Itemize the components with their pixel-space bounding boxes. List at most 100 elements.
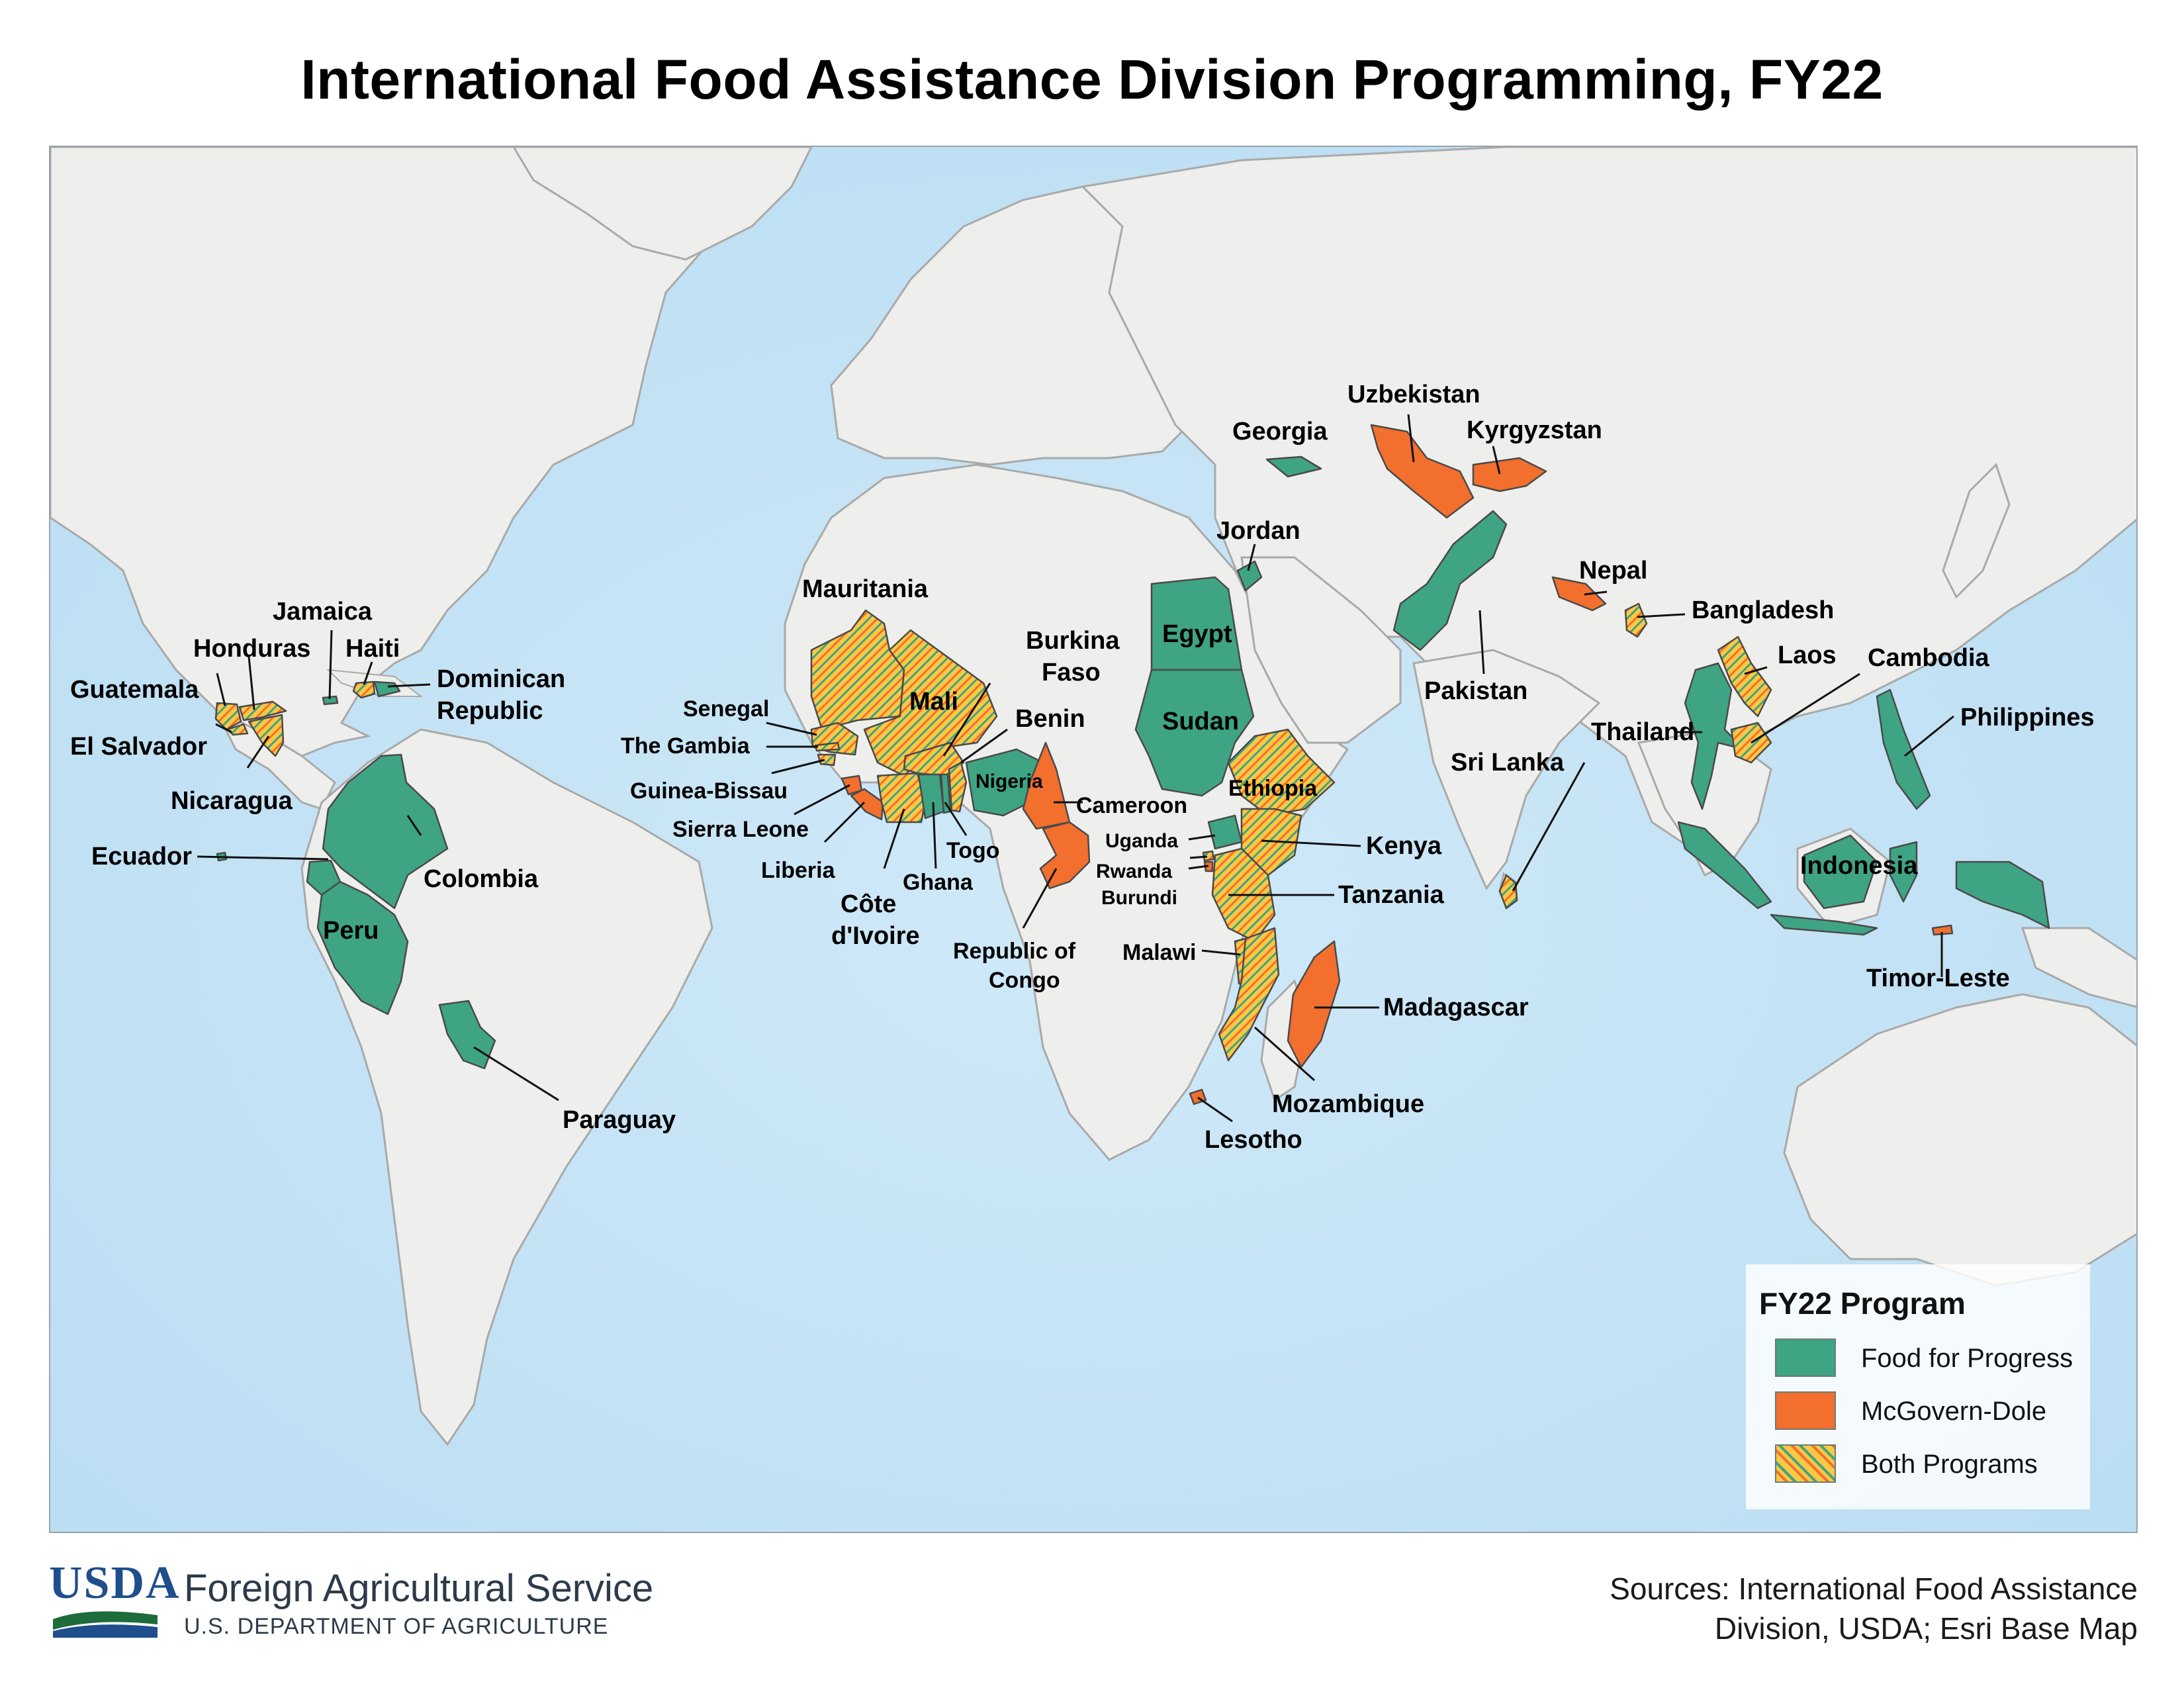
country-ethiopia[interactable] bbox=[1227, 728, 1336, 817]
label-uganda: Uganda bbox=[1105, 830, 1178, 852]
leader-jamaica bbox=[328, 630, 333, 700]
country-rwanda[interactable] bbox=[1202, 850, 1215, 862]
country-colombia[interactable] bbox=[322, 753, 449, 910]
label-congo-1: Republic of bbox=[953, 939, 1076, 964]
label-ghana: Ghana bbox=[903, 870, 974, 895]
country-egypt[interactable] bbox=[1150, 576, 1243, 671]
leader-paraguay bbox=[473, 1046, 559, 1102]
label-togo: Togo bbox=[946, 838, 1000, 863]
new-guinea-land bbox=[2021, 927, 2136, 1008]
country-bangladesh[interactable] bbox=[1624, 602, 1648, 638]
country-honduras[interactable] bbox=[238, 700, 287, 722]
country-madagascar[interactable] bbox=[1287, 940, 1341, 1068]
label-malawi: Malawi bbox=[1122, 940, 1196, 965]
leader-uganda bbox=[1188, 834, 1216, 841]
label-cote-1: Côte bbox=[841, 890, 896, 918]
country-indonesia-java[interactable] bbox=[1770, 914, 1878, 936]
country-sri-lanka[interactable] bbox=[1498, 874, 1518, 910]
label-el-salvador: El Salvador bbox=[70, 733, 207, 761]
label-paraguay: Paraguay bbox=[563, 1106, 676, 1134]
country-kyrgyzstan[interactable] bbox=[1472, 457, 1547, 492]
country-haiti[interactable] bbox=[352, 680, 376, 699]
label-philippines: Philippines bbox=[1960, 704, 2095, 731]
label-laos: Laos bbox=[1778, 641, 1837, 669]
leader-dominican bbox=[387, 683, 431, 688]
legend-swatch-both-programs bbox=[1775, 1444, 1836, 1483]
leader-philippines bbox=[1904, 715, 1954, 757]
label-haiti: Haiti bbox=[345, 635, 400, 663]
arabia-land bbox=[1240, 556, 1402, 744]
sources-line-2: Division, USDA; Esri Base Map bbox=[1714, 1611, 2138, 1646]
country-nicaragua[interactable] bbox=[248, 714, 285, 757]
greenland-land bbox=[512, 147, 813, 261]
label-dominican-2: Republic bbox=[437, 697, 543, 725]
country-uzbekistan[interactable] bbox=[1370, 424, 1475, 519]
label-peru: Peru bbox=[323, 917, 379, 945]
leader-lines bbox=[197, 414, 1954, 1123]
label-madagascar: Madagascar bbox=[1383, 994, 1529, 1021]
leader-ghana bbox=[932, 802, 937, 869]
country-gambia[interactable] bbox=[814, 741, 841, 752]
leader-bangladesh bbox=[1637, 613, 1686, 618]
country-georgia[interactable] bbox=[1265, 455, 1322, 478]
label-pakistan: Pakistan bbox=[1424, 677, 1527, 705]
label-ecuador: Ecuador bbox=[91, 843, 192, 870]
country-timor-leste[interactable] bbox=[1931, 924, 1954, 936]
country-cameroon[interactable] bbox=[1022, 741, 1071, 830]
country-benin[interactable] bbox=[948, 761, 968, 813]
label-benin: Benin bbox=[1015, 705, 1085, 733]
country-liberia[interactable] bbox=[850, 788, 884, 821]
program-countries bbox=[214, 424, 2050, 1105]
country-indonesia-papua[interactable] bbox=[1955, 861, 2050, 929]
country-republic-of-congo[interactable] bbox=[1039, 821, 1091, 890]
label-nicaragua: Nicaragua bbox=[171, 787, 293, 815]
label-cameroon: Cameroon bbox=[1076, 793, 1187, 818]
leader-guinea-bissau bbox=[771, 759, 825, 774]
leader-sierra-leone bbox=[794, 784, 850, 816]
country-philippines[interactable] bbox=[1876, 688, 1931, 810]
legend-label-mcgovern-dole: McGovern-Dole bbox=[1861, 1397, 2047, 1426]
leader-mozambique bbox=[1254, 1026, 1315, 1082]
label-nepal: Nepal bbox=[1579, 557, 1647, 585]
leader-laos bbox=[1744, 666, 1768, 675]
country-laos[interactable] bbox=[1717, 635, 1772, 718]
label-egypt: Egypt bbox=[1162, 620, 1232, 648]
south-america-land bbox=[300, 728, 713, 1446]
country-mozambique[interactable] bbox=[1218, 927, 1280, 1062]
country-peru[interactable] bbox=[316, 880, 409, 1015]
leader-sri-lanka bbox=[1512, 762, 1586, 892]
label-burkina-1: Burkina bbox=[1026, 627, 1120, 655]
label-kenya: Kenya bbox=[1366, 832, 1442, 860]
country-indonesia-borneo[interactable] bbox=[1803, 834, 1878, 910]
map-title: International Food Assistance Division P… bbox=[300, 48, 1884, 111]
country-pakistan[interactable] bbox=[1392, 510, 1508, 651]
country-uganda[interactable] bbox=[1207, 814, 1243, 850]
leader-cambodia bbox=[1751, 673, 1860, 744]
country-thailand[interactable] bbox=[1684, 662, 1746, 810]
country-indonesia-sulawesi[interactable] bbox=[1889, 841, 1918, 903]
usda-wordmark: USDA bbox=[49, 1558, 181, 1609]
usda-logo-mark bbox=[53, 1611, 158, 1638]
sources-note: Sources: International Food Assistance D… bbox=[1610, 1569, 2138, 1648]
label-mali: Mali bbox=[909, 688, 958, 716]
country-el-salvador[interactable] bbox=[226, 723, 249, 736]
label-georgia: Georgia bbox=[1232, 418, 1328, 445]
world-map: Guatemala Honduras El Salvador Nicaragua… bbox=[49, 146, 2138, 1533]
label-sierra-leone: Sierra Leone bbox=[672, 817, 809, 842]
label-sri-lanka: Sri Lanka bbox=[1451, 749, 1565, 776]
leader-liberia bbox=[823, 801, 866, 843]
country-indonesia-sumatra[interactable] bbox=[1677, 821, 1772, 910]
leader-rwanda bbox=[1189, 855, 1208, 859]
country-guatemala[interactable] bbox=[214, 702, 242, 731]
india-land bbox=[1412, 649, 1601, 890]
label-bangladesh: Bangladesh bbox=[1692, 596, 1834, 624]
leader-lesotho bbox=[1197, 1096, 1233, 1123]
leader-burkina bbox=[942, 682, 991, 757]
country-sudan[interactable] bbox=[1134, 669, 1255, 797]
leader-el-salvador bbox=[215, 723, 232, 733]
leader-pakistan bbox=[1479, 610, 1485, 675]
leader-malawi bbox=[1201, 949, 1241, 956]
sources-line-1: Sources: International Food Assistance bbox=[1610, 1571, 2138, 1606]
country-nepal[interactable] bbox=[1551, 576, 1607, 612]
country-jamaica[interactable] bbox=[322, 695, 339, 706]
